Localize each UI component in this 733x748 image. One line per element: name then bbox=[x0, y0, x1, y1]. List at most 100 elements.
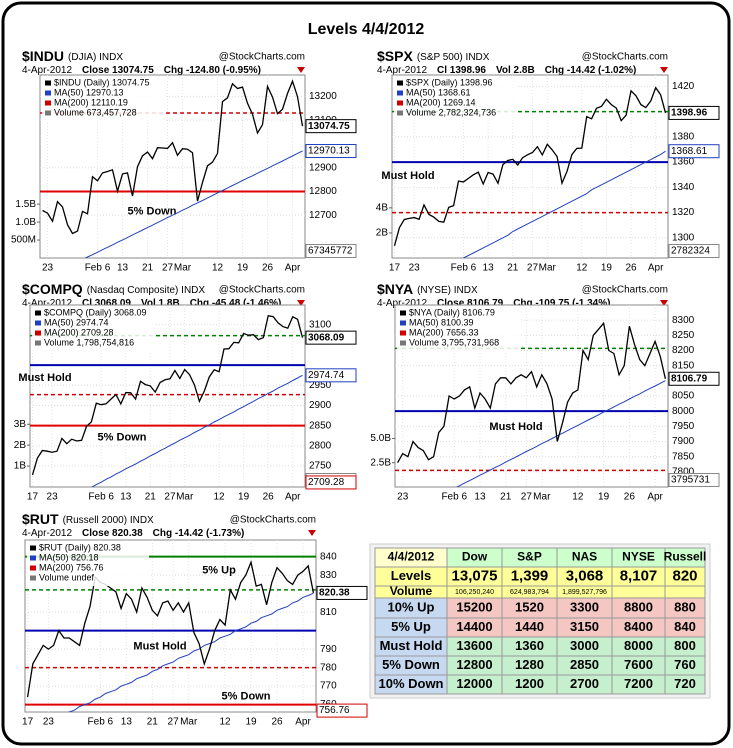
info-item: Close 8106.79 bbox=[437, 298, 504, 309]
legend-entry: MA(200) 7656.33 bbox=[409, 327, 479, 337]
value-box bbox=[316, 703, 368, 718]
y-tick-label: 770 bbox=[320, 681, 337, 692]
x-tick-label: 27 bbox=[164, 492, 176, 503]
legend-entry: MA(50) 8100.39 bbox=[409, 317, 474, 327]
info-item: Close 820.38 bbox=[82, 528, 143, 539]
x-tick-label: 13 bbox=[483, 263, 495, 274]
header-text: S&P bbox=[517, 550, 542, 564]
table-text: 3,068 bbox=[566, 567, 604, 584]
y-tick-label: 780 bbox=[320, 662, 337, 673]
legend-swatch bbox=[397, 90, 403, 96]
table-text: 10% Down bbox=[378, 676, 443, 691]
value-box bbox=[668, 244, 720, 258]
price-line bbox=[26, 559, 315, 698]
volume-tick-label: 3B bbox=[14, 419, 27, 430]
table-text: 8,107 bbox=[620, 567, 658, 584]
legend-entry: $RUT (Daily) 820.38 bbox=[39, 542, 121, 552]
legend-entry: MA(200) 2709.28 bbox=[44, 327, 114, 337]
x-tick-label: 17 bbox=[27, 492, 39, 503]
value-box-label: 2782324 bbox=[671, 246, 710, 257]
table-text: 1520 bbox=[515, 599, 544, 614]
ma-line bbox=[67, 592, 314, 712]
x-tick-label: 27 bbox=[527, 263, 539, 274]
x-tick-label: 23 bbox=[43, 717, 55, 728]
value-box bbox=[305, 368, 357, 383]
chart-subtitle: (DJIA) INDX bbox=[68, 52, 123, 63]
chart-header: $RUT (Russell 2000) INDX bbox=[22, 511, 154, 527]
table-text: 880 bbox=[674, 599, 696, 614]
table-text: 2850 bbox=[570, 657, 599, 672]
y-tick-label: 13200 bbox=[309, 91, 337, 102]
info-item: Vol 2.8B bbox=[496, 65, 535, 76]
x-tick-label: 23 bbox=[409, 263, 421, 274]
price-line bbox=[31, 314, 304, 476]
level-label: Must Hold bbox=[381, 170, 434, 182]
chart-title: $COMPQ bbox=[22, 281, 83, 297]
value-box bbox=[305, 475, 357, 490]
y-tick-label: 7950 bbox=[672, 421, 695, 432]
table-text: 1,899,527,796 bbox=[562, 589, 607, 596]
table-text: 3000 bbox=[570, 638, 599, 653]
chart-subtitle: (Nasdaq Composite) INDX bbox=[87, 285, 206, 296]
y-tick-label: 7900 bbox=[672, 436, 695, 447]
price-line bbox=[393, 86, 667, 246]
chart-header: $NYA (NYSE) INDX bbox=[377, 281, 478, 297]
table-text: Must Hold bbox=[380, 638, 443, 653]
y-tick-label: 8200 bbox=[672, 345, 695, 356]
table-text: 3300 bbox=[570, 599, 599, 614]
chart-header: $SPX (S&P 500) INDX bbox=[377, 48, 490, 64]
chart-info: 4-Apr-2012 Cl 1398.96 Vol 2.8B Chg -14.42 (… bbox=[377, 65, 636, 76]
table-text: 760 bbox=[674, 657, 696, 672]
y-tick-label: 830 bbox=[320, 570, 337, 581]
x-tick-label: 21 bbox=[500, 492, 512, 503]
legend-swatch bbox=[397, 110, 403, 116]
x-tick-label: Apr bbox=[648, 263, 664, 274]
x-tick-label: 12 bbox=[220, 717, 232, 728]
legend-swatch bbox=[30, 575, 36, 581]
y-tick-label: 1300 bbox=[672, 232, 695, 243]
chart-title: $INDU bbox=[22, 48, 64, 64]
x-tick-label: Mar bbox=[180, 717, 198, 728]
header-text: Dow bbox=[462, 550, 488, 564]
y-tick-label: 2850 bbox=[309, 420, 332, 431]
y-tick-label: 1420 bbox=[672, 81, 695, 92]
volume-tick-label: 4B bbox=[376, 203, 389, 214]
x-tick-label: 26 bbox=[262, 263, 274, 274]
x-tick-label: 19 bbox=[237, 263, 249, 274]
y-tick-label: 2800 bbox=[309, 440, 332, 451]
x-tick-label: 21 bbox=[147, 717, 159, 728]
source: @StockCharts.com bbox=[219, 52, 305, 63]
y-tick-label: 2900 bbox=[309, 400, 332, 411]
x-tick-label: 13 bbox=[121, 717, 133, 728]
x-tick-label: 23 bbox=[397, 492, 409, 503]
legend-entry: MA(50) 820.18 bbox=[39, 552, 99, 562]
legend-swatch bbox=[400, 330, 406, 336]
legend-swatch bbox=[35, 330, 41, 336]
header-text: NYSE bbox=[622, 550, 655, 564]
legend-entry: Volume undef bbox=[39, 572, 95, 582]
legend-box bbox=[42, 77, 164, 121]
x-tick-label: 13 bbox=[117, 263, 129, 274]
legend-entry: MA(50) 2974.74 bbox=[44, 317, 109, 327]
table-text: 7200 bbox=[624, 676, 653, 691]
table-text: 8400 bbox=[624, 619, 653, 634]
ma-line bbox=[456, 380, 666, 487]
legend-box bbox=[32, 307, 154, 351]
change-marker bbox=[308, 530, 316, 536]
info-item: Vol 1.8B bbox=[141, 298, 180, 309]
value-box bbox=[305, 119, 357, 134]
legend-entry: MA(200) 1269.14 bbox=[406, 97, 476, 107]
legend-swatch bbox=[35, 340, 41, 346]
y-tick-label: 1380 bbox=[672, 131, 695, 142]
chart-info: 4-Apr-2012 Cl 3068.09 Vol 1.8B Chg -45.48 (… bbox=[22, 298, 281, 309]
chart-header: $INDU (DJIA) INDX bbox=[22, 48, 123, 64]
value-box-label: 2974.74 bbox=[308, 370, 345, 381]
y-tick-label: 810 bbox=[320, 607, 337, 618]
ma-line bbox=[462, 150, 666, 258]
value-box-label: 12970.13 bbox=[308, 146, 350, 157]
x-tick-label: Feb 6 bbox=[85, 263, 111, 274]
legend-swatch bbox=[400, 340, 406, 346]
x-tick-label: 26 bbox=[263, 492, 275, 503]
source: @StockCharts.com bbox=[582, 285, 668, 296]
